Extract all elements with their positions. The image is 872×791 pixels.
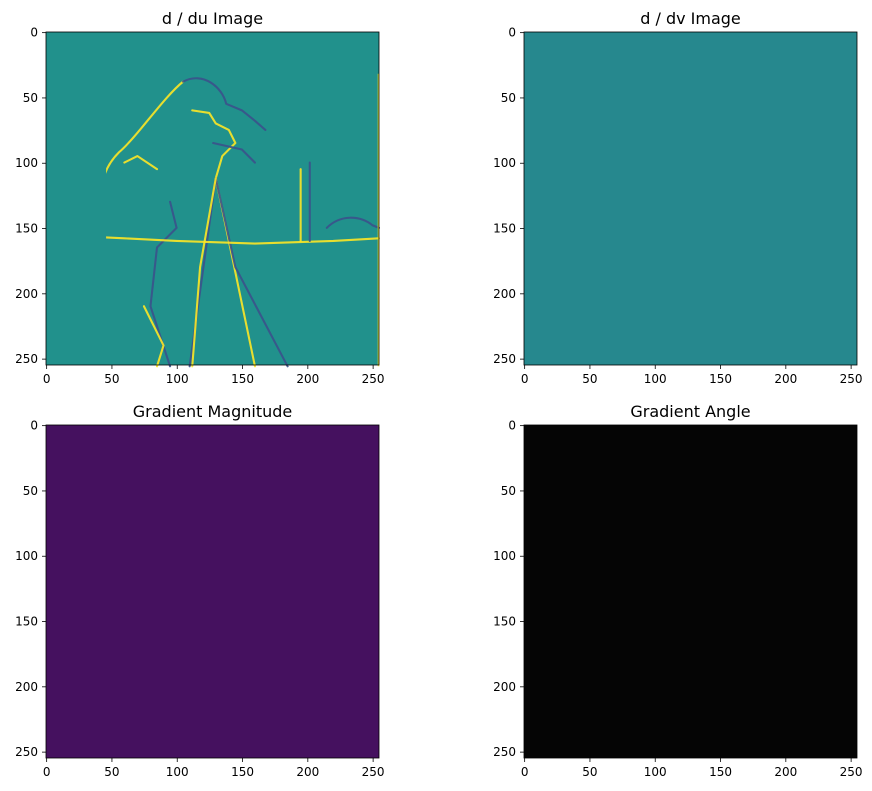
edge-stroke bbox=[191, 177, 217, 368]
chart-title: d / dv Image bbox=[640, 9, 741, 28]
y-tick-label: 200 bbox=[493, 287, 516, 301]
edge-stroke bbox=[182, 77, 267, 131]
x-tick-label: 200 bbox=[296, 765, 319, 779]
x-tick-label: 100 bbox=[644, 765, 667, 779]
edge-stroke bbox=[106, 80, 185, 174]
y-tick-label: 100 bbox=[15, 156, 38, 170]
x-tick-label: 250 bbox=[362, 372, 385, 386]
x-tick-label: 0 bbox=[43, 372, 51, 386]
x-tick-label: 150 bbox=[709, 765, 732, 779]
x-tick-label: 0 bbox=[521, 372, 529, 386]
chart-title: Gradient Angle bbox=[630, 402, 750, 421]
panel-magnitude: Gradient Magnitude 0 50 100 150 200 250 0 50 100 1… bbox=[15, 402, 384, 779]
y-tick-label: 250 bbox=[493, 352, 516, 366]
x-tick-label: 50 bbox=[582, 765, 597, 779]
panel-angle: Gradient Angle 0 50 100 150 200 250 0 50 100 150 20… bbox=[493, 402, 862, 779]
y-tick-label: 100 bbox=[15, 549, 38, 563]
y-tick-label: 50 bbox=[501, 91, 516, 105]
x-tick-label: 50 bbox=[582, 372, 597, 386]
y-tick-label: 250 bbox=[15, 352, 38, 366]
y-tick-label: 100 bbox=[493, 549, 516, 563]
x-tick-label: 250 bbox=[840, 372, 863, 386]
x-tick-label: 250 bbox=[362, 765, 385, 779]
edge-stroke bbox=[191, 109, 237, 180]
edge-stroke bbox=[142, 305, 165, 368]
axes-frame bbox=[523, 31, 858, 366]
x-tick-label: 150 bbox=[709, 372, 732, 386]
edge-stroke bbox=[325, 216, 381, 229]
y-tick-label: 0 bbox=[30, 419, 38, 433]
y-tick-label: 0 bbox=[30, 26, 38, 40]
x-tick-label: 150 bbox=[231, 372, 254, 386]
panel-dv: d / dv Image 0 50 100 150 200 250 0 50 100 150 200 2… bbox=[493, 9, 862, 386]
edge-stroke bbox=[214, 177, 289, 368]
x-tick-label: 100 bbox=[166, 372, 189, 386]
y-tick-label: 150 bbox=[493, 222, 516, 236]
x-tick-label: 200 bbox=[774, 765, 797, 779]
image-background bbox=[46, 425, 379, 758]
axes-frame bbox=[45, 31, 380, 366]
image-edges bbox=[106, 73, 381, 368]
border-artifact bbox=[377, 73, 380, 367]
chart-title: Gradient Magnitude bbox=[133, 402, 293, 421]
y-tick-label: 250 bbox=[493, 745, 516, 759]
y-tick-label: 150 bbox=[15, 222, 38, 236]
edge-stroke bbox=[149, 200, 178, 368]
y-tick-label: 50 bbox=[23, 484, 38, 498]
image-background bbox=[524, 32, 857, 365]
x-tick-label: 250 bbox=[840, 765, 863, 779]
x-tick-label: 200 bbox=[774, 372, 797, 386]
x-tick-label: 0 bbox=[43, 765, 51, 779]
x-tick-label: 50 bbox=[104, 765, 119, 779]
y-tick-label: 150 bbox=[15, 615, 38, 629]
edge-stroke bbox=[212, 141, 256, 164]
x-tick-label: 100 bbox=[166, 765, 189, 779]
y-tick-label: 50 bbox=[23, 91, 38, 105]
x-tick-label: 0 bbox=[521, 765, 529, 779]
y-tick-label: 250 bbox=[15, 745, 38, 759]
y-tick-label: 200 bbox=[15, 287, 38, 301]
y-tick-label: 50 bbox=[501, 484, 516, 498]
chart-title: d / du Image bbox=[162, 9, 263, 28]
x-tick-label: 150 bbox=[231, 765, 254, 779]
x-tick-label: 50 bbox=[104, 372, 119, 386]
y-tick-label: 100 bbox=[493, 156, 516, 170]
y-tick-label: 150 bbox=[493, 615, 516, 629]
x-tick-label: 100 bbox=[644, 372, 667, 386]
x-tick-label: 200 bbox=[296, 372, 319, 386]
y-tick-label: 200 bbox=[15, 680, 38, 694]
y-tick-label: 200 bbox=[493, 680, 516, 694]
y-tick-label: 0 bbox=[508, 26, 516, 40]
panel-du: d / du Image 0 50 100 150 200 250 0 50 100 150 200 2… bbox=[15, 9, 384, 386]
axes-frame bbox=[523, 424, 858, 759]
edge-stroke bbox=[123, 155, 159, 171]
y-tick-label: 0 bbox=[508, 419, 516, 433]
axes-frame bbox=[45, 424, 380, 759]
image-background bbox=[524, 425, 857, 758]
edge-stroke bbox=[106, 236, 381, 245]
